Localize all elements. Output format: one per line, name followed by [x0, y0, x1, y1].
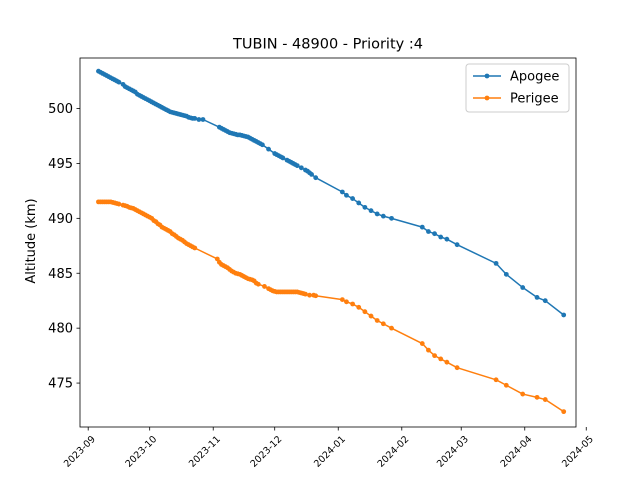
apogee-point-97 — [389, 215, 394, 221]
apogee-point-94 — [368, 208, 374, 214]
y-tick-label-2: 485 — [48, 267, 73, 282]
apogee-point-104 — [493, 260, 499, 266]
apogee-point-99 — [426, 229, 431, 234]
perigee-point-104 — [444, 359, 450, 365]
perigee-point-102 — [432, 353, 437, 359]
y-tick-label-3: 490 — [48, 212, 73, 227]
perigee-point-93 — [350, 301, 355, 307]
apogee-point-70 — [260, 142, 265, 148]
apogee-point-89 — [339, 189, 345, 195]
apogee-point-100 — [432, 231, 437, 237]
perigee-point-98 — [380, 321, 386, 327]
apogee-point-93 — [362, 204, 368, 210]
apogee-point-83 — [298, 165, 304, 171]
perigee-point-103 — [438, 356, 444, 362]
perigee-point-100 — [419, 341, 425, 346]
plot-frame — [79, 57, 577, 428]
apogee-point-87 — [309, 172, 314, 177]
apogee-point-76 — [280, 155, 286, 161]
apogee-point-95 — [374, 211, 380, 217]
apogee-point-102 — [444, 236, 450, 242]
perigee-point-95 — [362, 309, 368, 315]
apogee-point-96 — [380, 213, 386, 219]
perigee-point-97 — [374, 318, 380, 323]
perigee-point-68 — [262, 284, 267, 289]
y-tick-label-1: 480 — [48, 322, 73, 337]
apogee-point-88 — [313, 175, 319, 181]
perigee-point-108 — [520, 391, 526, 397]
perigee-point-106 — [493, 377, 499, 383]
apogee-point-109 — [561, 312, 567, 318]
legend-perigee-marker — [484, 95, 490, 101]
apogee-point-105 — [503, 271, 509, 277]
apogee-point-103 — [454, 242, 460, 248]
apogee-point-106 — [520, 285, 526, 290]
y-axis-label: Altitude (km) — [24, 198, 39, 283]
perigee-point-46 — [192, 245, 198, 251]
legend-perigee-label: Perigee — [510, 92, 559, 107]
perigee-point-109 — [534, 394, 540, 400]
apogee-point-46 — [192, 116, 198, 121]
apogee-point-82 — [294, 163, 300, 169]
legend: Apogee Perigee — [465, 63, 570, 113]
apogee-point-91 — [350, 196, 355, 201]
perigee-point-88 — [307, 292, 312, 298]
perigee-point-90 — [313, 293, 319, 299]
perigee-point-96 — [368, 313, 374, 319]
perigee-point-110 — [542, 397, 548, 402]
apogee-point-107 — [534, 295, 540, 300]
apogee-point-92 — [356, 200, 362, 206]
perigee-point-67 — [255, 281, 261, 287]
apogee-point-90 — [344, 192, 349, 198]
perigee-point-99 — [389, 325, 394, 331]
chart-title: TUBIN - 48900 - Priority :4 — [232, 37, 423, 53]
perigee-point-94 — [356, 304, 362, 310]
perigee-point-111 — [561, 409, 567, 415]
apogee-point-10 — [116, 79, 122, 85]
series-layer — [96, 68, 567, 415]
perigee-point-10 — [116, 201, 122, 207]
y-tick-label-5: 500 — [48, 102, 73, 117]
y-tick-label-4: 495 — [48, 157, 73, 172]
perigee-point-101 — [426, 347, 431, 353]
apogee-point-71 — [266, 146, 271, 152]
apogee-point-98 — [419, 224, 425, 230]
perigee-point-91 — [339, 297, 345, 303]
perigee-point-107 — [503, 382, 509, 388]
perigee-point-105 — [454, 365, 460, 371]
perigee-point-87 — [303, 291, 308, 297]
y-tick-label-0: 475 — [48, 377, 73, 392]
legend-apogee-label: Apogee — [510, 70, 559, 85]
perigee-point-92 — [344, 299, 349, 305]
apogee-point-101 — [438, 234, 444, 240]
legend-apogee-marker — [484, 73, 490, 79]
apogee-point-108 — [542, 298, 548, 304]
apogee-point-47 — [196, 117, 202, 122]
apogee-point-48 — [200, 117, 206, 122]
